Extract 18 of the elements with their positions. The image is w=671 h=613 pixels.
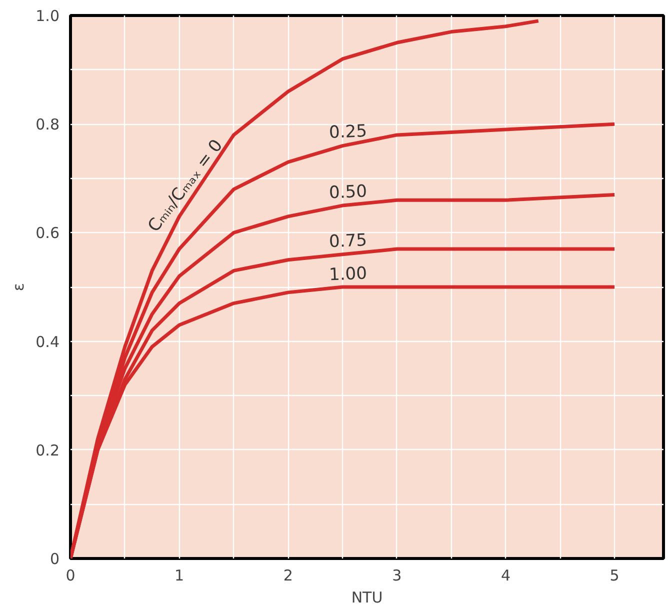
y-axis-title: ε xyxy=(10,282,28,292)
series-label: 0.75 xyxy=(328,230,368,252)
y-tick-label: 0.6 xyxy=(36,224,60,242)
x-tick-label: 1 xyxy=(174,566,184,584)
series-label: 1.00 xyxy=(328,264,368,286)
series-label: 0.25 xyxy=(328,121,368,143)
y-tick-label: 0.8 xyxy=(36,116,60,134)
y-tick-label: 0 xyxy=(50,550,60,568)
x-tick-label: 2 xyxy=(283,566,293,584)
x-tick-label: 0 xyxy=(66,566,76,584)
series-label: 0.50 xyxy=(328,182,368,204)
x-tick-label: 5 xyxy=(610,566,620,584)
y-tick-label: 0.4 xyxy=(36,332,60,351)
x-tick-label: 4 xyxy=(500,566,511,584)
y-tick-label: 1.0 xyxy=(36,7,60,25)
y-tick-label: 0.2 xyxy=(36,441,60,460)
x-axis-title: NTU xyxy=(351,588,383,606)
x-tick-label: 3 xyxy=(392,566,402,584)
